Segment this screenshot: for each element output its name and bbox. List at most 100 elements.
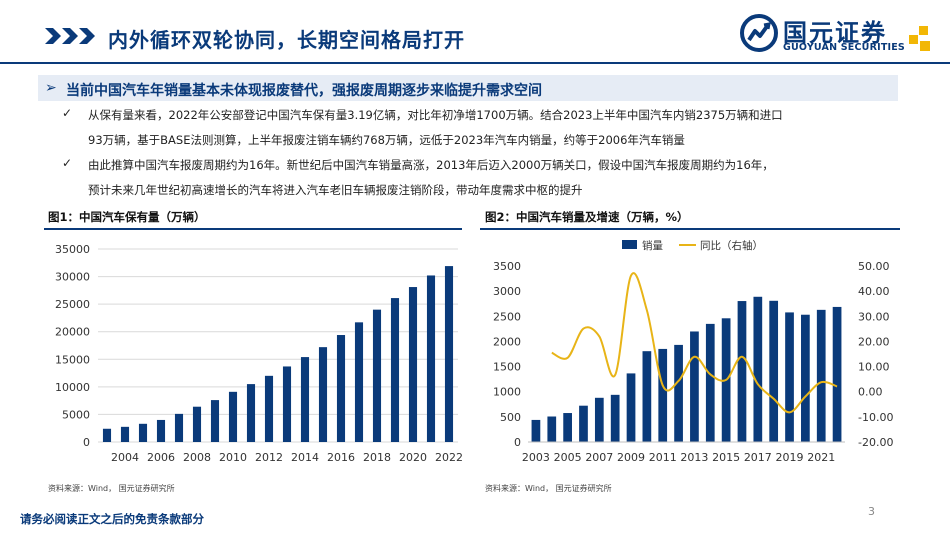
bar (579, 405, 588, 442)
x-tick-label: 2021 (807, 451, 835, 464)
bar (769, 300, 779, 442)
bar (610, 394, 620, 442)
legend-label-yoy: 同比（右轴） (700, 239, 763, 252)
bar (300, 357, 310, 442)
chart-2-title: 图2：中国汽车销量及增速（万辆，%） (485, 210, 689, 224)
chart-2-source: 资料来源：Wind， 国元证券研究所 (485, 484, 612, 493)
bar (737, 301, 747, 442)
bar (690, 331, 699, 442)
y-right-tick-label: 40.00 (858, 285, 890, 298)
y-left-tick-label: 3500 (493, 260, 521, 273)
logo-name-en: GUOYUAN SECURITIES (783, 42, 905, 53)
y-tick-label: 0 (83, 436, 90, 449)
header-divider (0, 62, 950, 64)
y-tick-label: 35000 (55, 243, 90, 256)
bar (531, 419, 541, 442)
bar (318, 347, 328, 442)
y-left-tick-label: 0 (514, 436, 521, 449)
y-right-tick-label: -20.00 (858, 436, 893, 449)
bar (174, 413, 184, 442)
y-left-tick-label: 3000 (493, 285, 521, 298)
bar (444, 266, 454, 442)
bar (801, 314, 810, 442)
bar (642, 351, 652, 442)
x-tick-label: 2003 (522, 451, 550, 464)
bar (705, 323, 715, 442)
y-right-tick-label: 50.00 (858, 260, 890, 273)
bar (816, 309, 826, 442)
bar (354, 322, 364, 442)
bar (210, 400, 220, 442)
x-tick-label: 2019 (776, 451, 804, 464)
bar (336, 335, 346, 442)
logo-squares-icon (909, 26, 930, 51)
bar (264, 375, 274, 442)
y-tick-label: 10000 (55, 381, 90, 394)
page-number: 3 (868, 505, 875, 518)
y-right-tick-label: 10.00 (858, 361, 890, 374)
bar (120, 426, 130, 442)
bar (547, 416, 557, 442)
y-tick-label: 15000 (55, 353, 90, 366)
x-tick-label: 2009 (617, 451, 645, 464)
bar (372, 309, 382, 442)
arrow-bullet-icon: ➢ (45, 80, 57, 96)
y-right-tick-label: 0.00 (858, 386, 883, 399)
bar (408, 287, 418, 442)
header-chevrons-icon (45, 28, 95, 44)
y-left-tick-label: 1000 (493, 386, 521, 399)
x-tick-label: 2017 (744, 451, 772, 464)
y-right-tick-label: -10.00 (858, 411, 893, 424)
x-tick-label: 2004 (111, 451, 139, 464)
y-left-tick-label: 500 (500, 411, 521, 424)
x-tick-label: 2008 (183, 451, 211, 464)
x-tick-label: 2011 (649, 451, 677, 464)
x-tick-label: 2020 (399, 451, 427, 464)
legend-label-sales: 销量 (642, 239, 663, 252)
check-icon: ✓ (62, 106, 73, 120)
bar (594, 397, 604, 442)
x-tick-label: 2018 (363, 451, 391, 464)
x-tick-label: 2016 (327, 451, 355, 464)
bar (753, 296, 763, 442)
subheading-text: 当前中国汽车年销量基本未体现报废替代，强报废周期逐步来临提升需求空间 (66, 83, 542, 99)
x-tick-label: 2022 (435, 451, 463, 464)
bullet-2-line-1: 由此推算中国汽车报废周期约为16年。新世纪后中国汽车销量高涨，2013年后迈入2… (88, 158, 774, 172)
x-tick-label: 2007 (585, 451, 613, 464)
x-tick-label: 2012 (255, 451, 283, 464)
legend-bar-swatch (622, 240, 637, 249)
bar (674, 344, 683, 442)
chart-2-title-rule (480, 228, 900, 230)
y-right-tick-label: 30.00 (858, 310, 890, 323)
check-icon: ✓ (62, 156, 73, 170)
bar (138, 423, 148, 442)
y-left-tick-label: 2500 (493, 310, 521, 323)
bar (832, 306, 842, 442)
y-tick-label: 20000 (55, 326, 90, 339)
y-left-tick-label: 1500 (493, 361, 521, 374)
y-right-tick-label: 20.00 (858, 335, 890, 348)
y-left-tick-label: 2000 (493, 335, 521, 348)
bar (563, 413, 572, 442)
x-tick-label: 2010 (219, 451, 247, 464)
bar (192, 406, 202, 442)
y-tick-label: 30000 (55, 271, 90, 284)
y-tick-label: 25000 (55, 298, 90, 311)
bar (626, 373, 636, 442)
page-title: 内外循环双轮协同，长期空间格局打开 (108, 28, 465, 52)
bar (156, 419, 166, 442)
chart-1-title-rule (44, 228, 462, 230)
bar (282, 366, 292, 442)
footer-disclaimer: 请务必阅读正文之后的免责条款部分 (20, 512, 204, 526)
bar (390, 298, 400, 442)
bullet-1-line-1: 从保有量来看，2022年公安部登记中国汽车保有量3.19亿辆，对比年初净增170… (88, 108, 783, 122)
subheading-band (38, 75, 898, 101)
bar (426, 275, 436, 442)
x-tick-label: 2006 (147, 451, 175, 464)
guoyuan-logo-icon (740, 14, 778, 52)
bar (228, 391, 238, 442)
bar (246, 384, 256, 442)
x-tick-label: 2013 (680, 451, 708, 464)
